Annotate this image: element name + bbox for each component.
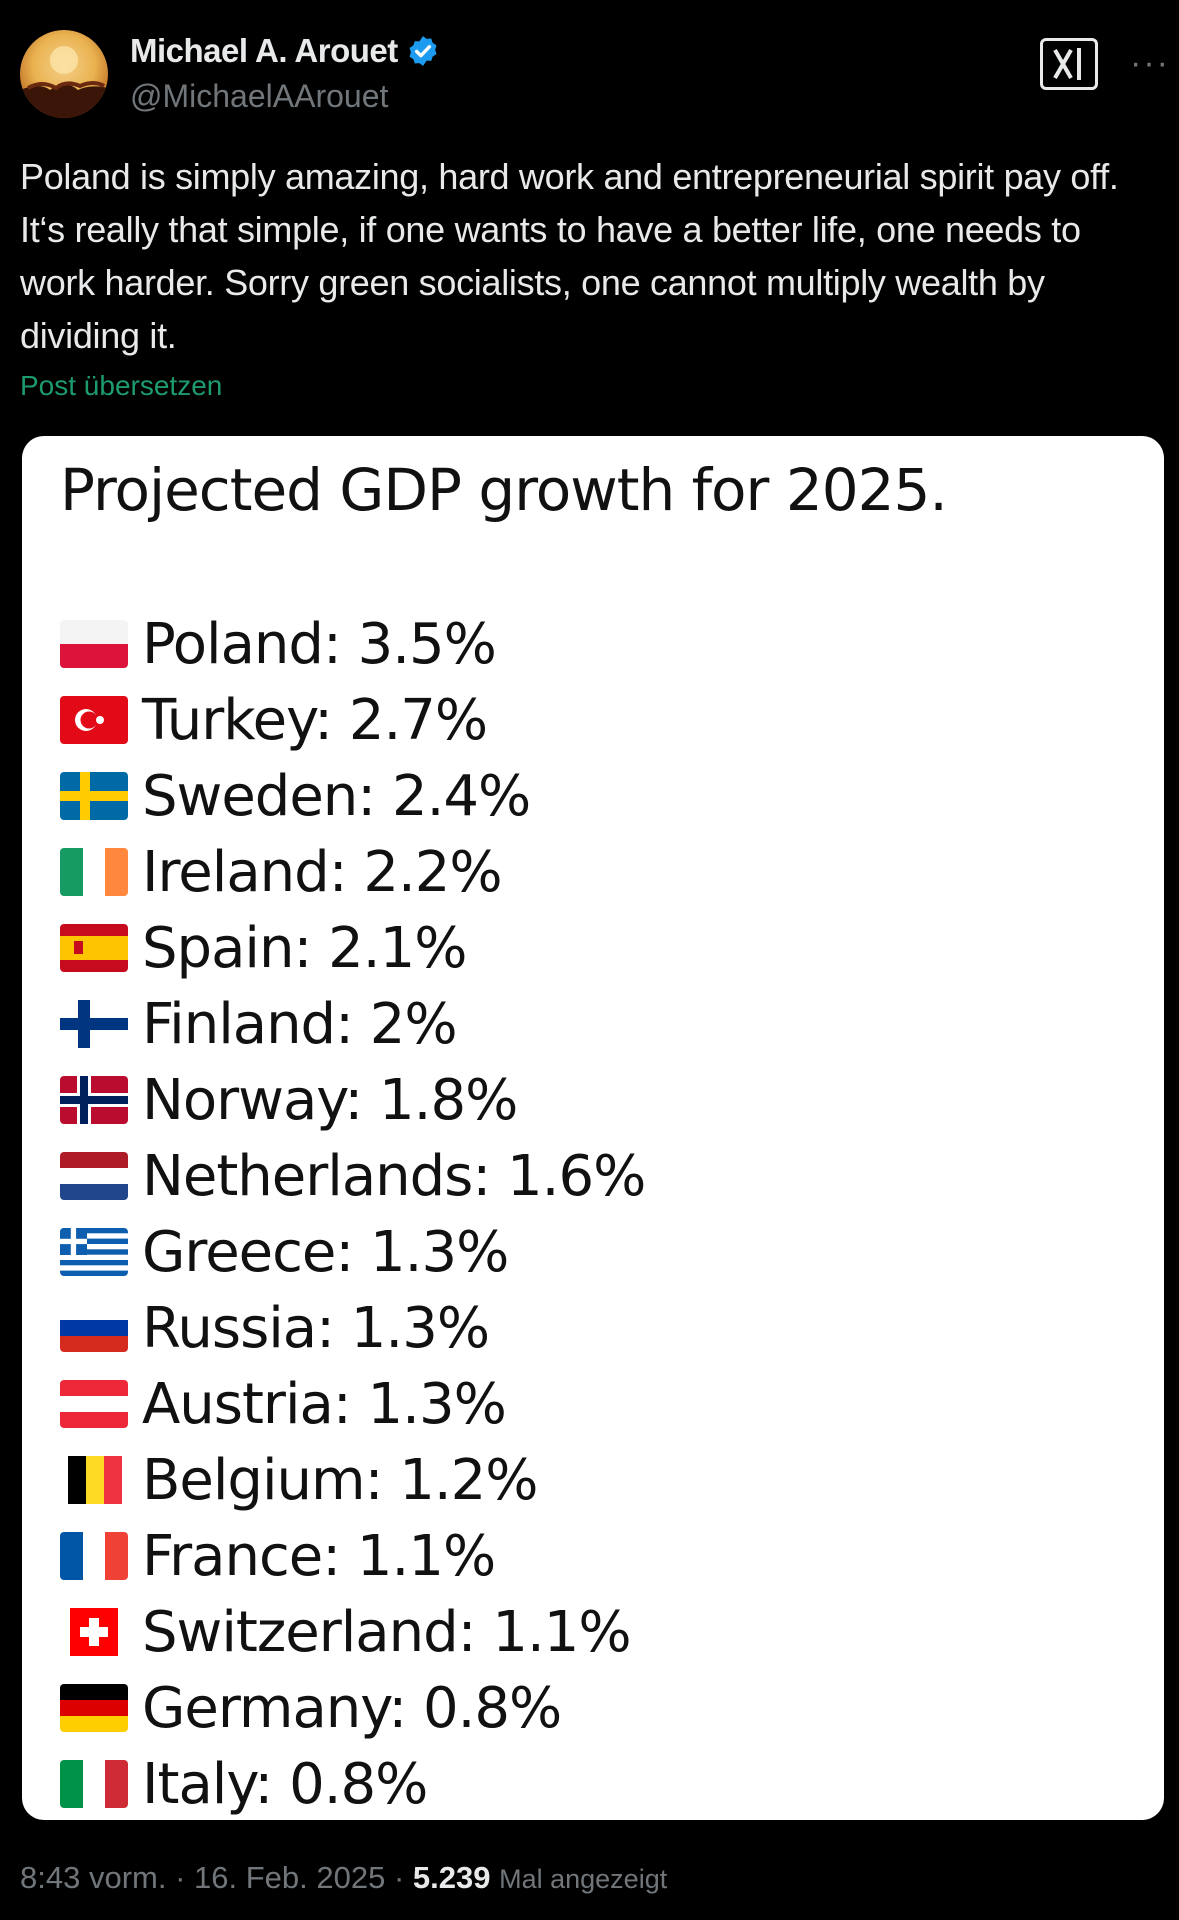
country-name: Norway [142,1067,345,1133]
growth-value: 2.2% [363,839,502,905]
turkey-flag-icon [60,696,128,744]
list-item: Austria: 1.3% [60,1366,1140,1442]
list-item: Norway: 1.8% [60,1062,1140,1138]
attached-image[interactable]: Projected GDP growth for 2025. Poland: 3… [22,436,1164,1820]
norway-flag-icon [60,1076,128,1124]
list-item: Spain: 2.1% [60,910,1140,986]
growth-value: 1.3% [367,1371,507,1437]
finland-flag-icon [60,1000,128,1048]
growth-value: 1.1% [492,1599,631,1665]
list-item: Poland: 3.5% [60,606,1140,682]
country-name: Belgium [142,1447,366,1513]
sweden-flag-icon [60,772,128,820]
grok-button[interactable] [1040,38,1098,90]
country-name: Italy [142,1751,255,1817]
growth-value: 1.3% [350,1295,490,1361]
country-name: Greece [142,1219,336,1285]
country-name: Austria [142,1371,334,1437]
growth-value: 2.7% [348,687,488,753]
list-item: Russia: 1.3% [60,1290,1140,1366]
growth-value: 2.1% [328,915,467,981]
list-item: Netherlands: 1.6% [60,1138,1140,1214]
growth-value: 0.8% [289,1751,428,1817]
avatar-image-icon [20,46,108,118]
country-name: Russia [142,1295,317,1361]
france-flag-icon [60,1532,128,1580]
tweet-text: Poland is simply amazing, hard work and … [20,156,1119,356]
country-name: France [142,1523,323,1589]
switzerland-flag-icon [60,1608,128,1656]
country-name: Finland [142,991,336,1057]
growth-value: 2% [369,991,458,1057]
view-count: 5.239 [412,1860,491,1895]
country-name: Switzerland [142,1599,459,1665]
more-options-icon[interactable]: ··· [1130,44,1170,82]
growth-value: 1.2% [399,1447,538,1513]
list-item: Sweden: 2.4% [60,758,1140,834]
belgium-flag-icon [60,1456,128,1504]
list-item: Switzerland: 1.1% [60,1594,1140,1670]
country-name: Sweden [142,763,358,829]
tweet-header: Michael A. Arouet @MichaelAArouet ··· [20,30,1170,130]
avatar[interactable] [20,30,108,118]
country-name: Germany [142,1675,389,1741]
list-item: Turkey: 2.7% [60,682,1140,758]
netherlands-flag-icon [60,1152,128,1200]
russia-flag-icon [60,1304,128,1352]
list-item: Belgium: 1.2% [60,1442,1140,1518]
growth-value: 2.4% [391,763,531,829]
country-name: Netherlands [142,1143,473,1209]
post-date[interactable]: 16. Feb. 2025 [194,1860,386,1895]
list-item: Greece: 1.3% [60,1214,1140,1290]
list-item: Italy: 0.8% [60,1746,1140,1822]
country-name: Spain [142,915,294,981]
author-name[interactable]: Michael A. Arouet [130,32,398,69]
list-item: Germany: 0.8% [60,1670,1140,1746]
growth-value: 1.6% [507,1143,646,1209]
list-item: Finland: 2% [60,986,1140,1062]
verified-badge-icon [409,36,437,66]
austria-flag-icon [60,1380,128,1428]
tweet-metadata: 8:43 vorm. · 16. Feb. 2025 · 5.239 Mal a… [20,1860,668,1895]
poland-flag-icon [60,620,128,668]
greece-flag-icon [60,1228,128,1276]
growth-value: 1.8% [379,1067,518,1133]
translate-post-link[interactable]: Post übersetzen [20,370,223,401]
spain-flag-icon [60,924,128,972]
author-name-row: Michael A. Arouet [130,32,440,70]
country-name: Poland [142,611,324,677]
growth-value: 3.5% [357,611,497,677]
author-handle[interactable]: @MichaelAArouet [130,78,389,114]
germany-flag-icon [60,1684,128,1732]
country-name: Turkey [142,687,315,753]
view-count-label: Mal angezeigt [499,1864,668,1894]
italy-flag-icon [60,1760,128,1808]
country-name: Ireland [142,839,330,905]
ireland-flag-icon [60,848,128,896]
growth-value: 1.3% [370,1219,509,1285]
list-item: Ireland: 2.2% [60,834,1140,910]
gdp-list: Poland: 3.5% Turkey: 2.7% Sweden: 2.4% I… [60,606,1140,1822]
list-item: France: 1.1% [60,1518,1140,1594]
card-title: Projected GDP growth for 2025. [60,456,948,524]
post-time[interactable]: 8:43 vorm. [20,1860,167,1895]
growth-value: 0.8% [422,1675,562,1741]
growth-value: 1.1% [356,1523,496,1589]
grok-icon [1053,48,1081,80]
